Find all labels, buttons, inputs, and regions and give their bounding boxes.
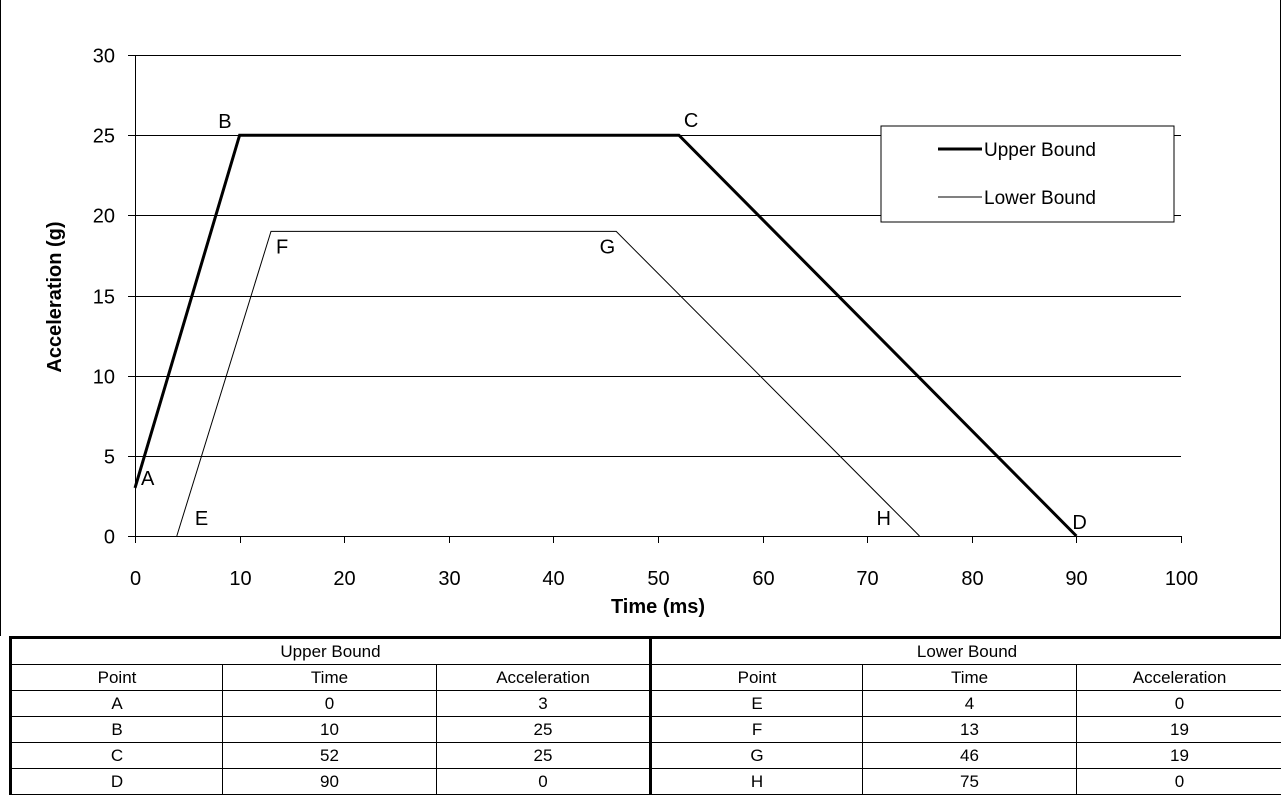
x-tick-label: 10 — [229, 568, 251, 590]
y-tick-label: 30 — [93, 46, 115, 68]
x-tick-label: 20 — [333, 568, 355, 590]
x-tick-label: 50 — [647, 568, 669, 590]
table-cell: B — [9, 716, 223, 743]
table-cell: C — [9, 742, 223, 769]
y-tick-label: 10 — [93, 367, 115, 389]
series-line-upper-bound — [133, 133, 1078, 538]
table-cell: 0 — [222, 690, 437, 717]
table-cell: 52 — [222, 742, 437, 769]
table-header-cell: Acceleration — [435, 664, 652, 691]
table-cell: 90 — [222, 768, 437, 795]
x-tick-label: 100 — [1165, 568, 1198, 590]
table-cell: 3 — [435, 690, 652, 717]
point-label-f: F — [276, 236, 288, 258]
x-tick-label: 0 — [130, 568, 141, 590]
table-cell: 0 — [1076, 690, 1281, 717]
legend-label-upper-bound: Upper Bound — [984, 140, 1096, 161]
x-tick-label: 70 — [856, 568, 878, 590]
table-group-header: Upper Bound — [8, 636, 652, 665]
x-axis-title: Time (ms) — [611, 596, 705, 618]
point-label-c: C — [684, 110, 698, 132]
table-row: C 52 25 G 46 19 — [9, 742, 1281, 769]
table-row: D 90 0 H 75 0 — [9, 768, 1281, 795]
acceleration-chart: 0 5 10 15 20 25 30 0 10 20 30 40 50 60 70 80 90 100 A B C D E… — [0, 0, 1281, 636]
table-cell: A — [9, 690, 223, 717]
table-cell: 0 — [1076, 768, 1281, 795]
x-tick-label: 60 — [752, 568, 774, 590]
table-cell: 19 — [1076, 716, 1281, 743]
table-header-cell: Time — [862, 664, 1078, 691]
table-header-row: Point Time Acceleration Point Time Accelerati… — [9, 664, 1281, 691]
table-header-cell: Time — [222, 664, 437, 691]
point-label-a: A — [141, 468, 155, 490]
table-cell: 25 — [435, 716, 652, 743]
table-group-header-row: Upper Bound Lower Bound — [8, 636, 1281, 665]
point-label-h: H — [877, 508, 891, 530]
series-line-lower-bound — [176, 230, 920, 537]
bounds-table: Upper Bound Lower Bound Point Time Accelerat… — [8, 636, 1281, 795]
y-tick-label: 20 — [93, 206, 115, 228]
point-label-d: D — [1072, 512, 1086, 534]
table-cell: D — [9, 768, 223, 795]
table-header-cell: Acceleration — [1076, 664, 1281, 691]
point-label-e: E — [195, 508, 208, 530]
table-group-header: Lower Bound — [649, 636, 1281, 665]
table-header-cell: Point — [649, 664, 864, 691]
table-cell: 75 — [862, 768, 1078, 795]
table-cell: F — [649, 716, 864, 743]
table-cell: E — [649, 690, 864, 717]
table-cell: 19 — [1076, 742, 1281, 769]
table-cell: 10 — [222, 716, 437, 743]
x-tick-label: 90 — [1065, 568, 1087, 590]
y-tick-label: 0 — [104, 527, 115, 549]
table-cell: G — [649, 742, 864, 769]
y-tick-label: 25 — [93, 126, 115, 148]
table-cell: 0 — [435, 768, 652, 795]
y-tick-label: 5 — [104, 447, 115, 469]
table-cell: 4 — [862, 690, 1078, 717]
x-tick-label: 80 — [961, 568, 983, 590]
table-cell: H — [649, 768, 864, 795]
legend-label-lower-bound: Lower Bound — [984, 188, 1096, 209]
table-row: B 10 25 F 13 19 — [9, 716, 1281, 743]
table-header-cell: Point — [9, 664, 223, 691]
point-label-b: B — [218, 111, 231, 133]
y-axis-title: Acceleration (g) — [44, 221, 66, 372]
table-cell: 25 — [435, 742, 652, 769]
legend: Upper Bound Lower Bound — [880, 125, 1175, 223]
table-cell: 46 — [862, 742, 1078, 769]
point-label-g: G — [600, 236, 616, 258]
y-tick-label: 15 — [93, 287, 115, 309]
x-tick-label: 40 — [542, 568, 564, 590]
x-tick-label: 30 — [438, 568, 460, 590]
table-cell: 13 — [862, 716, 1078, 743]
